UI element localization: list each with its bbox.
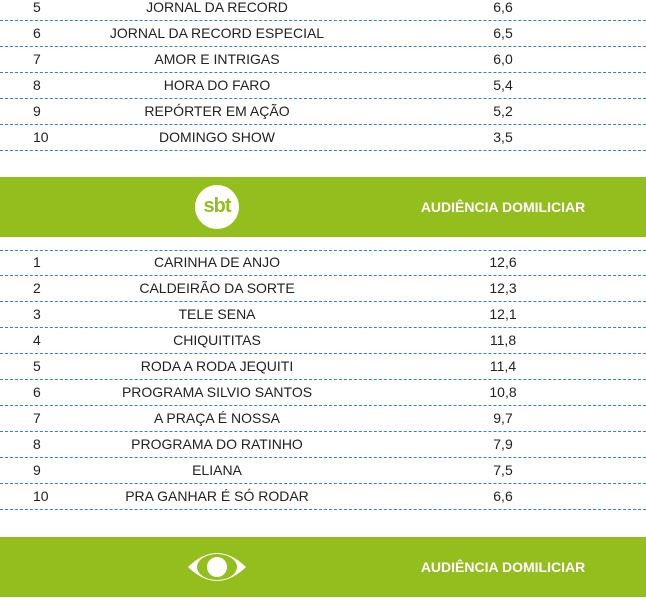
table-row: 7 AMOR E INTRIGAS 6,0 bbox=[0, 47, 646, 73]
rank: 10 bbox=[33, 488, 49, 504]
table-row: 6 PROGRAMA SILVIO SANTOS 10,8 bbox=[0, 380, 646, 406]
rank: 5 bbox=[33, 358, 41, 374]
name: PROGRAMA DO RATINHO bbox=[131, 436, 303, 452]
rating: 11,8 bbox=[489, 332, 517, 348]
rating: 6,6 bbox=[493, 488, 513, 504]
rank: 5 bbox=[33, 0, 41, 15]
name: REPÓRTER EM AÇÃO bbox=[144, 103, 290, 119]
name: CHIQUITITAS bbox=[173, 332, 261, 348]
rank: 9 bbox=[33, 462, 41, 478]
channel-header: sbt AUDIÊNCIA DOMILICIAR bbox=[0, 177, 646, 237]
rating: 6,5 bbox=[493, 25, 513, 41]
name: A PRAÇA É NOSSA bbox=[153, 410, 281, 426]
rank: 7 bbox=[33, 410, 41, 426]
header-title: AUDIÊNCIA DOMILICIAR bbox=[420, 559, 586, 575]
name: PROGRAMA SILVIO SANTOS bbox=[121, 384, 313, 400]
table-row: 4 CHIQUITITAS 11,8 bbox=[0, 328, 646, 354]
table-row: 2 CALDEIRÃO DA SORTE 12,3 bbox=[0, 276, 646, 302]
table-row: 3 TELE SENA 12,1 bbox=[0, 302, 646, 328]
header-title: AUDIÊNCIA DOMILICIAR bbox=[420, 199, 586, 215]
rating: 5,2 bbox=[493, 103, 513, 119]
table-row: 10 PRA GANHAR É SÓ RODAR 6,6 bbox=[0, 484, 646, 510]
table-row: 9 ELIANA 7,5 bbox=[0, 458, 646, 484]
name: TELE SENA bbox=[178, 306, 256, 322]
name: ELIANA bbox=[192, 462, 242, 478]
rating: 10,8 bbox=[489, 384, 517, 400]
rating: 11,4 bbox=[489, 358, 517, 374]
rank: 8 bbox=[33, 436, 41, 452]
table-row: 9 REPÓRTER EM AÇÃO 5,2 bbox=[0, 99, 646, 125]
table-row: 8 HORA DO FARO 5,4 bbox=[0, 73, 646, 99]
rank: 6 bbox=[33, 25, 41, 41]
rating: 9,7 bbox=[493, 410, 513, 426]
divider bbox=[0, 250, 646, 251]
channel-logo bbox=[188, 553, 246, 581]
channel-header: AUDIÊNCIA DOMILICIAR bbox=[0, 537, 646, 597]
rank: 1 bbox=[33, 254, 41, 270]
name: PRA GANHAR É SÓ RODAR bbox=[125, 488, 309, 504]
rating: 5,4 bbox=[493, 77, 513, 93]
name: JORNAL DA RECORD ESPECIAL bbox=[109, 25, 325, 41]
rank: 3 bbox=[33, 306, 41, 322]
rating: 3,5 bbox=[493, 129, 513, 145]
rank: 2 bbox=[33, 280, 41, 296]
rank: 9 bbox=[33, 103, 41, 119]
rating: 7,9 bbox=[493, 436, 513, 452]
rating: 12,6 bbox=[489, 254, 517, 270]
name: JORNAL DA RECORD bbox=[146, 0, 288, 15]
name: HORA DO FARO bbox=[163, 77, 271, 93]
rank: 7 bbox=[33, 51, 41, 67]
name: DOMINGO SHOW bbox=[159, 129, 275, 145]
name: RODA A RODA JEQUITI bbox=[140, 358, 294, 374]
table-row: 8 PROGRAMA DO RATINHO 7,9 bbox=[0, 432, 646, 458]
name: CALDEIRÃO DA SORTE bbox=[139, 280, 295, 296]
table-row: 5 RODA A RODA JEQUITI 11,4 bbox=[0, 354, 646, 380]
table-row: 7 A PRAÇA É NOSSA 9,7 bbox=[0, 406, 646, 432]
rating: 12,1 bbox=[489, 306, 517, 322]
rating: 6,0 bbox=[493, 51, 513, 67]
rating: 6,6 bbox=[493, 0, 513, 15]
rating: 12,3 bbox=[489, 280, 517, 296]
name: AMOR E INTRIGAS bbox=[154, 51, 280, 67]
table-row: 6 JORNAL DA RECORD ESPECIAL 6,5 bbox=[0, 21, 646, 47]
table-row: 10 DOMINGO SHOW 3,5 bbox=[0, 125, 646, 151]
rank: 10 bbox=[33, 129, 49, 145]
channel-logo: sbt bbox=[195, 185, 239, 229]
rank: 4 bbox=[33, 332, 41, 348]
rating: 7,5 bbox=[493, 462, 513, 478]
rank: 6 bbox=[33, 384, 41, 400]
table-row: 1 CARINHA DE ANJO 12,6 bbox=[0, 250, 646, 276]
table-row: 5 JORNAL DA RECORD 6,6 bbox=[0, 0, 646, 21]
name: CARINHA DE ANJO bbox=[153, 254, 281, 270]
rank: 8 bbox=[33, 77, 41, 93]
